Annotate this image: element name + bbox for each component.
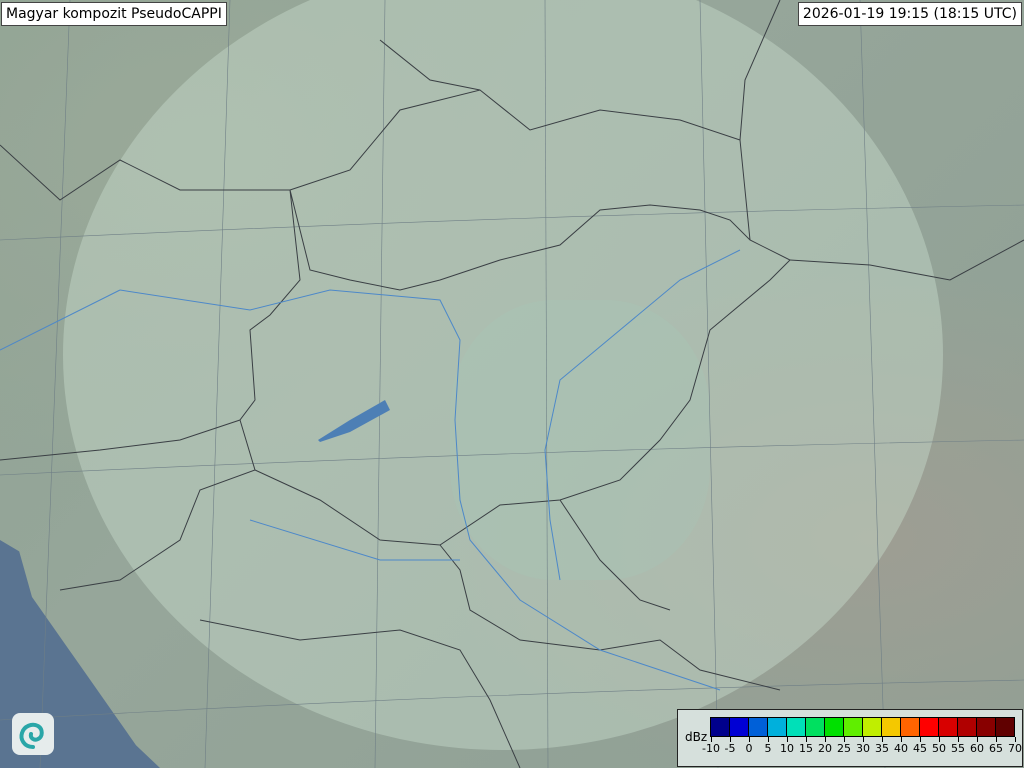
color-cell xyxy=(844,718,863,736)
color-cell xyxy=(901,718,920,736)
tick-label: 15 xyxy=(799,742,813,755)
color-cell xyxy=(996,718,1014,736)
tick-mark xyxy=(1015,737,1016,742)
color-cell xyxy=(787,718,806,736)
tick-mark xyxy=(920,737,921,742)
dbz-legend: dBz -10 -5 0 5 10 15 20 25 30 35 40 45 50 55 60 65 70 xyxy=(677,709,1023,767)
color-cell xyxy=(711,718,730,736)
tick-label: 60 xyxy=(970,742,984,755)
color-cell xyxy=(749,718,768,736)
color-cell xyxy=(863,718,882,736)
color-cell xyxy=(768,718,787,736)
tick-label: 40 xyxy=(894,742,908,755)
color-cell xyxy=(882,718,901,736)
tick-label: 20 xyxy=(818,742,832,755)
rivers xyxy=(0,249,741,691)
tick-mark xyxy=(863,737,864,742)
tick-mark xyxy=(901,737,902,742)
hungary-border xyxy=(239,189,791,546)
tick-label: 65 xyxy=(989,742,1003,755)
tick-mark xyxy=(825,737,826,742)
color-cell xyxy=(958,718,977,736)
tick-label: 70 xyxy=(1008,742,1022,755)
tick-mark xyxy=(996,737,997,742)
color-scale xyxy=(710,717,1015,737)
color-cell xyxy=(920,718,939,736)
timestamp-label: 2026-01-19 19:15 (18:15 UTC) xyxy=(797,2,1022,26)
tisza-river xyxy=(544,249,741,581)
tick-mark xyxy=(711,737,712,742)
great-plain-area xyxy=(450,300,710,580)
tick-label: 25 xyxy=(837,742,851,755)
tick-label: -5 xyxy=(724,742,736,755)
tick-label: 10 xyxy=(780,742,794,755)
tick-label: 50 xyxy=(932,742,946,755)
tick-label: 0 xyxy=(745,742,753,755)
color-cell xyxy=(825,718,844,736)
tick-mark xyxy=(806,737,807,742)
tick-mark xyxy=(787,737,788,742)
tick-mark xyxy=(977,737,978,742)
tick-label: 35 xyxy=(875,742,889,755)
tick-label: 5 xyxy=(764,742,772,755)
tick-mark xyxy=(844,737,845,742)
tick-label: 30 xyxy=(856,742,870,755)
tick-label: 55 xyxy=(951,742,965,755)
color-cell xyxy=(806,718,825,736)
product-title: Magyar kompozit PseudoCAPPI xyxy=(1,2,227,26)
tick-mark xyxy=(768,737,769,742)
color-cell xyxy=(977,718,996,736)
tick-mark xyxy=(958,737,959,742)
tick-mark xyxy=(749,737,750,742)
color-cell xyxy=(939,718,958,736)
tick-mark xyxy=(730,737,731,742)
tick-label: -10 xyxy=(702,742,720,755)
legend-unit: dBz xyxy=(685,730,708,744)
danube-river xyxy=(119,289,721,691)
swirl-logo-icon[interactable] xyxy=(12,713,54,755)
lake-balaton xyxy=(318,400,390,442)
color-cell xyxy=(730,718,749,736)
slovakia-border xyxy=(289,89,751,241)
tick-label: 45 xyxy=(913,742,927,755)
tick-mark xyxy=(882,737,883,742)
tick-mark xyxy=(939,737,940,742)
